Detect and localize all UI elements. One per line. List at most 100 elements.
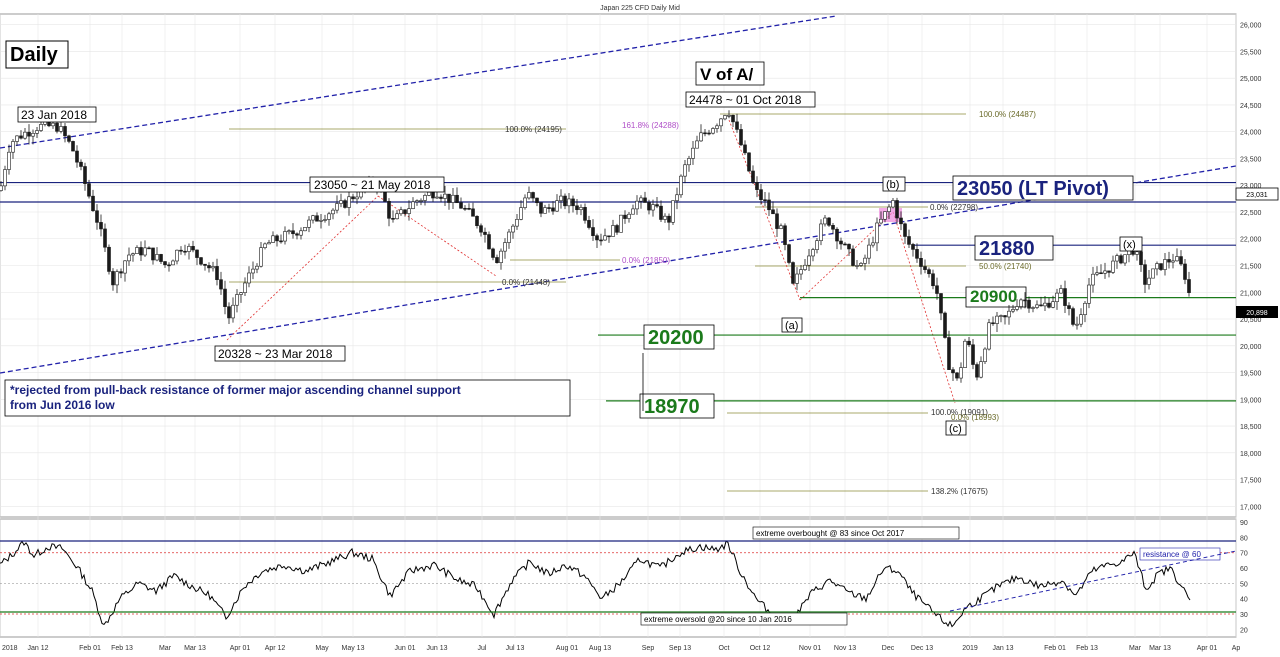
candle-body <box>459 202 463 209</box>
candle-body <box>235 294 239 306</box>
candle-body <box>1183 263 1187 280</box>
candle-body <box>255 265 259 270</box>
candle-body <box>279 240 283 243</box>
candle-body <box>467 208 471 210</box>
date-tick: Jan 12 <box>27 645 48 652</box>
candle-body <box>1079 314 1083 325</box>
candle-body <box>551 207 555 212</box>
candle-body <box>119 271 123 274</box>
candle-body <box>31 133 35 137</box>
candle-body <box>811 249 815 257</box>
candle-body <box>443 193 447 199</box>
date-tick: Apr 12 <box>265 645 286 652</box>
candle-body <box>403 209 407 214</box>
price-tick: 26,000 <box>1240 23 1262 30</box>
candle-body <box>1019 299 1023 307</box>
candle-body <box>1099 272 1103 275</box>
note-line-1: *rejected from pull-back resistance of f… <box>10 383 461 397</box>
candle-body <box>1159 263 1163 270</box>
date-tick: Jul 13 <box>506 645 525 652</box>
lower-channel-line <box>0 165 1237 374</box>
candle-body <box>719 118 723 127</box>
price-tick: 22,000 <box>1240 237 1262 244</box>
price-tick: 20,500 <box>1240 317 1262 324</box>
candle-body <box>1175 256 1179 262</box>
price-tick: 18,500 <box>1240 424 1262 431</box>
candle-body <box>827 217 831 226</box>
date-tick: Apr 01 <box>1197 645 1218 652</box>
candle-body <box>215 266 219 280</box>
rsi-tick: 50 <box>1240 581 1248 588</box>
annotation-x: (x) <box>1123 239 1136 251</box>
candle-body <box>183 250 187 253</box>
candle-body <box>651 204 655 211</box>
fib-label: 161.8% (24288) <box>622 121 679 130</box>
candle-body <box>787 244 791 263</box>
candle-body <box>1167 259 1171 263</box>
candle-body <box>927 269 931 275</box>
candle-body <box>243 282 247 293</box>
candle-body <box>855 265 859 267</box>
pivot-price-label: 23,031 <box>1246 192 1268 199</box>
candle-body <box>907 236 911 245</box>
candle-body <box>547 207 551 209</box>
date-tick: Aug 13 <box>589 645 611 652</box>
candle-body <box>887 206 891 212</box>
candle-body <box>231 304 235 319</box>
candle-body <box>919 258 923 267</box>
candle-body <box>1075 323 1079 326</box>
price-tick: 22,500 <box>1240 210 1262 217</box>
date-axis: 2018 Jan 12 Feb 01 Feb 13 Mar Mar 13 Apr 01 Apr… <box>2 645 1240 652</box>
rsi-tick: 70 <box>1240 551 1248 558</box>
candle-body <box>911 244 915 250</box>
date-tick: Feb 13 <box>111 645 133 652</box>
candle-body <box>539 202 543 214</box>
candle-body <box>779 225 783 229</box>
date-tick: 2019 <box>962 645 978 652</box>
candle-body <box>271 235 275 243</box>
candle-body <box>431 191 435 199</box>
candle-body <box>895 200 899 219</box>
candle-body <box>427 191 431 196</box>
candle-body <box>975 364 979 378</box>
candle-body <box>559 195 563 202</box>
annotation-may: 23050 ~ 21 May 2018 <box>314 178 431 192</box>
candle-body <box>475 215 479 226</box>
fib-lines <box>229 113 966 492</box>
candle-body <box>323 219 327 221</box>
candle-body <box>511 225 515 233</box>
candle-body <box>979 361 983 378</box>
candle-body <box>1115 255 1119 262</box>
annotation-oct: 24478 ~ 01 Oct 2018 <box>689 93 802 107</box>
candle-body <box>1143 264 1147 285</box>
candle-body <box>259 247 263 267</box>
candle-body <box>491 248 495 258</box>
candle-body <box>791 262 795 284</box>
date-tick: Ap <box>1232 645 1241 652</box>
candle-body <box>839 240 843 245</box>
date-tick: Nov 13 <box>834 645 856 652</box>
candle-body <box>639 197 643 202</box>
candle-body <box>339 200 343 204</box>
date-tick: Sep <box>642 645 655 652</box>
candle-body <box>27 131 31 137</box>
fib-label: 100.0% (24195) <box>505 125 562 134</box>
candle-body <box>343 200 347 208</box>
date-tick: Feb 01 <box>1044 645 1066 652</box>
candle-body <box>1179 256 1183 265</box>
candle-body <box>587 220 591 228</box>
candle-body <box>879 218 883 224</box>
candle-body <box>195 249 199 258</box>
level-label: 18970 <box>644 396 700 418</box>
date-tick: Mar <box>1129 645 1142 652</box>
rsi-tick: 40 <box>1240 597 1248 604</box>
candle-body <box>407 208 411 214</box>
candle-body <box>223 288 227 307</box>
date-tick: 2018 <box>2 645 18 652</box>
rsi-tick: 20 <box>1240 627 1248 634</box>
price-tick: 24,500 <box>1240 103 1262 110</box>
candle-body <box>755 182 759 190</box>
price-tick: 23,000 <box>1240 183 1262 190</box>
candle-body <box>267 242 271 245</box>
fib-label: 100.0% (19091) <box>931 408 988 417</box>
